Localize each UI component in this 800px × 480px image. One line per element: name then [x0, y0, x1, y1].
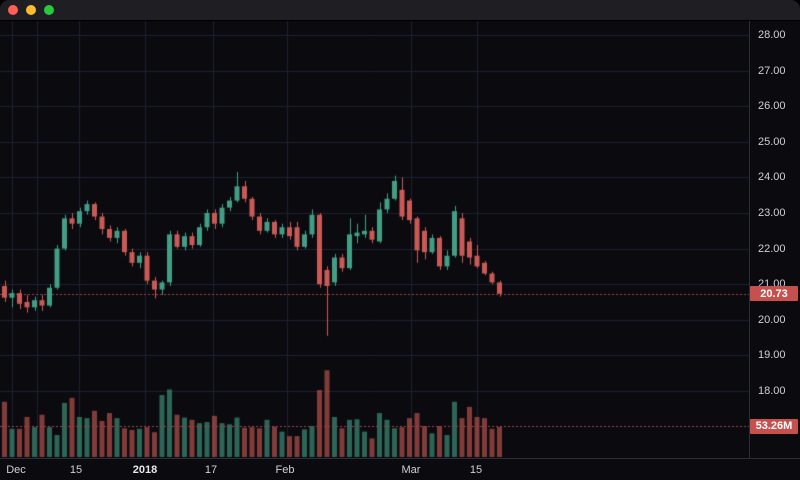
- time-tick-label: Dec: [6, 464, 26, 476]
- minimize-button[interactable]: [26, 5, 36, 15]
- close-button[interactable]: [8, 5, 18, 15]
- price-tick-label: 26.00: [758, 100, 786, 112]
- price-tick-label: 22.00: [758, 243, 786, 255]
- price-tick-label: 18.00: [758, 385, 786, 397]
- zoom-button[interactable]: [44, 5, 54, 15]
- price-tick-label: 24.00: [758, 171, 786, 183]
- time-tick-label: 15: [70, 464, 82, 476]
- time-axis[interactable]: Dec 15 2018 17 Feb Mar 15: [0, 458, 800, 480]
- time-tick-label: Mar: [402, 464, 421, 476]
- window-titlebar: [0, 0, 800, 21]
- last-price-badge: 20.73: [750, 286, 798, 301]
- time-tick-label: 17: [205, 464, 217, 476]
- time-tick-label: 2018: [133, 464, 157, 476]
- price-tick-label: 27.00: [758, 65, 786, 77]
- price-tick-label: 23.00: [758, 207, 786, 219]
- price-tick-label: 28.00: [758, 29, 786, 41]
- price-tick-label: 19.00: [758, 349, 786, 361]
- app-window: 20.73 53.26M 28.00 27.00 26.00 25.00 24.00 23…: [0, 0, 800, 480]
- time-tick-label: 15: [470, 464, 482, 476]
- candlestick-chart-canvas[interactable]: [0, 21, 749, 458]
- last-volume-badge: 53.26M: [750, 419, 798, 434]
- time-tick-label: Feb: [276, 464, 295, 476]
- price-axis[interactable]: 20.73 53.26M 28.00 27.00 26.00 25.00 24.00 23…: [749, 21, 800, 458]
- price-tick-label: 20.00: [758, 314, 786, 326]
- price-tick-label: 25.00: [758, 136, 786, 148]
